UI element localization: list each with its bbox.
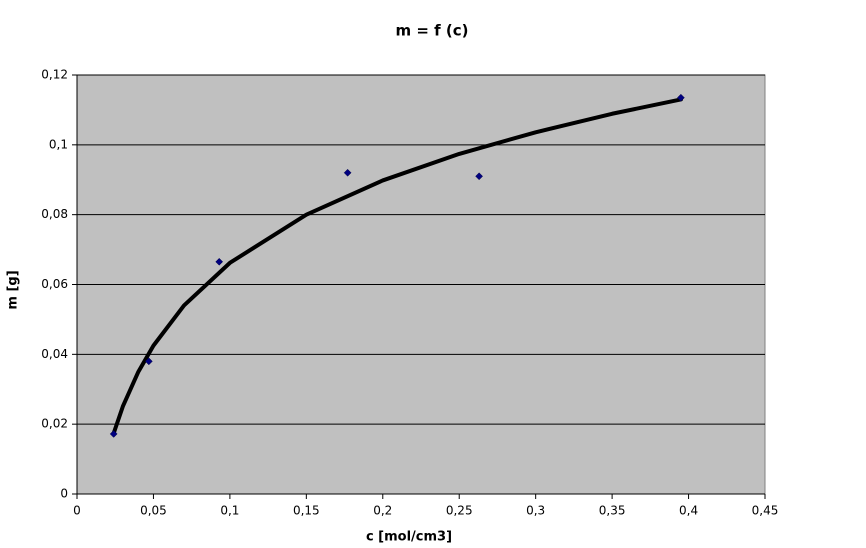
y-axis-label: m [g] — [6, 270, 21, 309]
data-point — [145, 357, 153, 366]
data-point — [215, 257, 224, 266]
x-tick-label: 0 — [73, 504, 81, 518]
x-tick-label: 0,3 — [526, 504, 545, 518]
data-point — [109, 430, 118, 438]
x-tick-label: 0,15 — [293, 504, 320, 518]
x-tick-label: 0,45 — [752, 504, 779, 518]
trendline — [111, 97, 683, 436]
x-axis-label: c [mol/cm3] — [366, 530, 452, 545]
data-point — [343, 168, 352, 177]
x-tick-label: 0,35 — [599, 504, 626, 518]
chart-title: m = f (c) — [396, 22, 469, 40]
x-tick-label: 0,25 — [446, 504, 473, 518]
y-tick-label: 0,06 — [41, 277, 68, 291]
y-tick-label: 0,02 — [41, 417, 68, 431]
y-tick-label: 0,04 — [41, 347, 68, 361]
x-tick-label: 0,2 — [373, 504, 392, 518]
x-tick-label: 0,1 — [220, 504, 239, 518]
x-tick-label: 0,4 — [679, 504, 698, 518]
y-tick-label: 0,12 — [41, 68, 68, 82]
y-tick-label: 0 — [60, 487, 68, 501]
x-tick-label: 0,05 — [140, 504, 167, 518]
y-tick-label: 0,1 — [49, 137, 68, 151]
y-tick-label: 0,08 — [41, 207, 68, 221]
data-point — [677, 93, 685, 102]
data-point — [475, 172, 483, 181]
